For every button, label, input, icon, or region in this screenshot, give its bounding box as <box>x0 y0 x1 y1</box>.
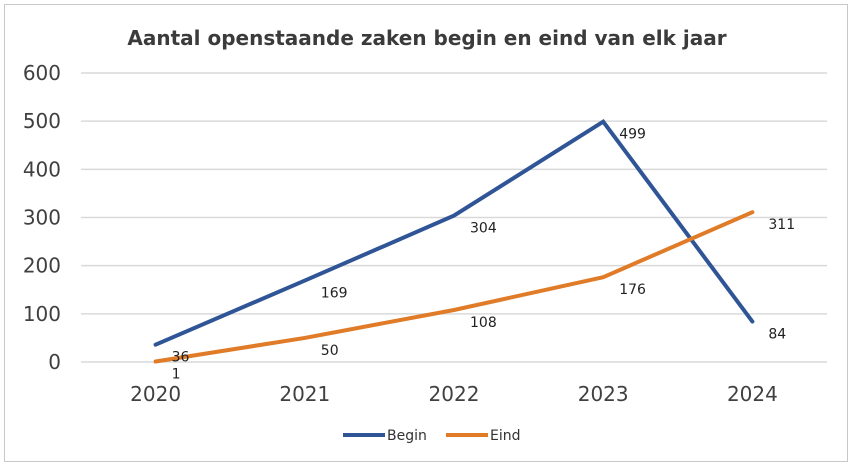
chart-frame: Aantal openstaande zaken begin en eind v… <box>4 4 848 462</box>
y-tick-label: 300 <box>23 206 61 230</box>
legend-label: Begin <box>387 428 427 444</box>
x-tick-label: 2023 <box>578 382 629 406</box>
legend: Begin Eind <box>343 428 521 444</box>
y-tick-label: 0 <box>48 350 61 374</box>
data-label: 311 <box>768 217 795 233</box>
chart-title: Aantal openstaande zaken begin en eind v… <box>127 26 726 50</box>
data-label: 108 <box>470 315 497 331</box>
x-tick-label: 2020 <box>130 382 181 406</box>
y-tick-label: 500 <box>23 109 61 133</box>
x-axis-ticks: 2020 2021 2022 2023 2024 <box>130 382 778 406</box>
series-line-begin <box>153 118 755 347</box>
data-label: 304 <box>470 221 497 237</box>
data-label: 499 <box>619 127 646 143</box>
x-tick-label: 2022 <box>429 382 480 406</box>
data-label: 36 <box>172 350 190 366</box>
gridlines <box>81 72 827 363</box>
data-label: 1 <box>172 367 181 383</box>
data-labels: 36 169 304 499 84 1 50 108 176 311 <box>172 127 796 383</box>
series-line-eind <box>153 210 755 364</box>
x-tick-label: 2024 <box>727 382 778 406</box>
y-tick-label: 400 <box>23 157 61 181</box>
data-label: 50 <box>321 343 339 359</box>
y-tick-label: 100 <box>23 302 61 326</box>
series-lines <box>153 118 755 364</box>
data-label: 84 <box>768 327 786 343</box>
y-tick-label: 600 <box>23 61 61 85</box>
y-axis-ticks: 0 100 200 300 400 500 600 <box>23 61 61 374</box>
data-label: 176 <box>619 282 646 298</box>
data-label: 169 <box>321 286 348 302</box>
line-chart: Aantal openstaande zaken begin en eind v… <box>23 26 827 444</box>
legend-label: Eind <box>490 428 521 444</box>
x-tick-label: 2021 <box>279 382 330 406</box>
y-tick-label: 200 <box>23 254 61 278</box>
